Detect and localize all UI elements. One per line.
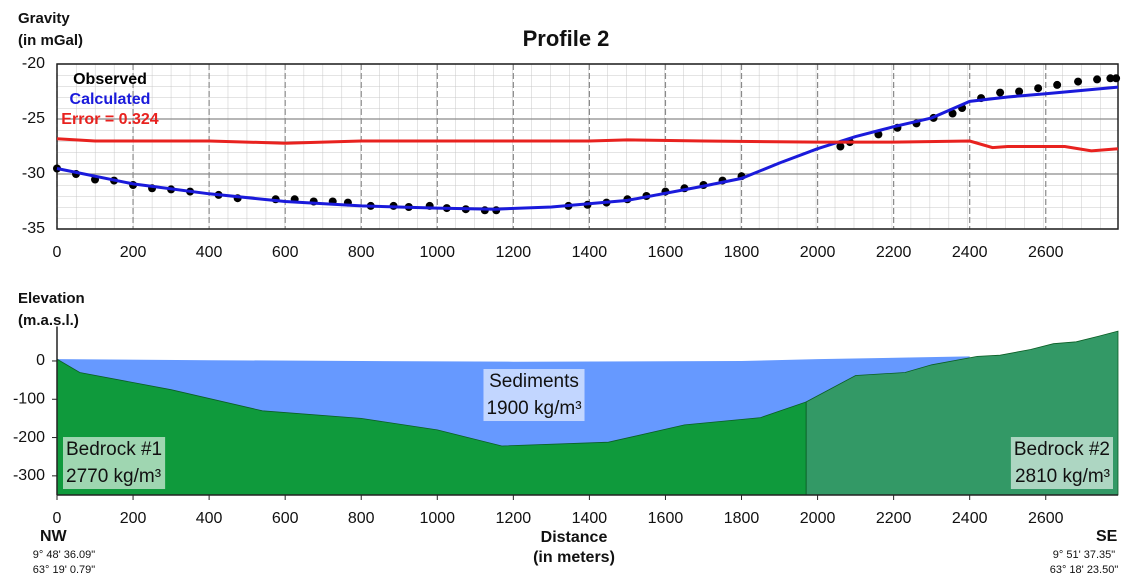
y-tick-label: -35 (22, 220, 45, 237)
series-line (56, 137, 1119, 153)
layer-name: Sediments (489, 371, 579, 392)
plot-frame (56, 63, 1119, 230)
x-tick-label: 0 (53, 244, 62, 261)
observed-point (1015, 87, 1024, 96)
x-tick-label: 1600 (648, 244, 684, 261)
x-tick-label: 200 (120, 244, 147, 261)
y-tick-label: -300 (13, 467, 45, 484)
y-axis-label: (m.a.s.l.) (18, 312, 79, 329)
x-tick-label: 2400 (952, 510, 988, 527)
coordinate: 63° 18' 23.50" (1050, 564, 1119, 576)
layer-name: Bedrock #2 (1014, 439, 1110, 460)
x-tick-label: 1000 (419, 510, 455, 527)
x-axis-label: (in meters) (533, 549, 615, 566)
x-tick-label: 1400 (572, 244, 608, 261)
observed-point (836, 142, 845, 151)
series-line (56, 85, 1119, 211)
observed-point (1093, 75, 1102, 84)
label-background (483, 369, 585, 422)
layer-density: 2810 kg/m³ (1015, 466, 1110, 487)
x-tick-label: 1000 (419, 244, 455, 261)
observed-point (1106, 74, 1115, 83)
y-tick-label: -25 (22, 110, 45, 127)
legend-entry: Calculated (70, 91, 151, 108)
x-tick-label: 2200 (876, 244, 912, 261)
x-tick-label: 2200 (876, 510, 912, 527)
x-tick-label: 0 (53, 510, 62, 527)
x-tick-label: 600 (272, 510, 299, 527)
x-tick-label: 400 (196, 244, 223, 261)
y-axis-label: Elevation (18, 290, 85, 307)
x-tick-label: 1200 (496, 510, 532, 527)
coordinate: 9° 51' 37.35" (1053, 549, 1115, 561)
observed-point (1053, 80, 1062, 89)
legend-entry: Observed (73, 71, 147, 88)
x-tick-label: 2000 (800, 510, 836, 527)
observed-point (996, 88, 1005, 97)
layer-density: 2770 kg/m³ (66, 466, 161, 487)
y-tick-label: -200 (13, 429, 45, 446)
observed-point (948, 109, 957, 118)
x-tick-label: 1200 (496, 244, 532, 261)
x-tick-label: 800 (348, 510, 375, 527)
observed-point (1034, 84, 1043, 93)
y-tick-label: -30 (22, 165, 45, 182)
direction-label: SE (1096, 528, 1118, 545)
y-axis-label: (in mGal) (18, 32, 83, 49)
x-tick-label: 1800 (724, 244, 760, 261)
y-tick-label: -20 (22, 55, 45, 72)
x-tick-label: 2400 (952, 244, 988, 261)
coordinate: 63° 19' 0.79" (33, 564, 95, 576)
x-tick-label: 800 (348, 244, 375, 261)
x-tick-label: 1600 (648, 510, 684, 527)
y-tick-label: -100 (13, 390, 45, 407)
chart-title: Profile 2 (523, 26, 610, 51)
layer-name: Bedrock #1 (66, 439, 162, 460)
x-axis-label: Distance (541, 529, 608, 546)
direction-label: NW (40, 528, 68, 545)
x-tick-label: 600 (272, 244, 299, 261)
x-tick-label: 2000 (800, 244, 836, 261)
label-background (63, 437, 166, 490)
x-tick-label: 200 (120, 510, 147, 527)
layer-density: 1900 kg/m³ (486, 398, 581, 419)
x-tick-label: 1800 (724, 510, 760, 527)
legend-entry: Error = 0.324 (61, 111, 159, 128)
x-tick-label: 400 (196, 510, 223, 527)
x-tick-label: 2600 (1028, 510, 1064, 527)
x-tick-label: 2600 (1028, 244, 1064, 261)
y-axis-label: Gravity (18, 10, 70, 27)
coordinate: 9° 48' 36.09" (33, 549, 95, 561)
observed-point (1074, 77, 1083, 86)
y-tick-label: 0 (36, 352, 45, 369)
label-background (1010, 437, 1113, 490)
x-tick-label: 1400 (572, 510, 608, 527)
observed-point (1112, 74, 1121, 83)
